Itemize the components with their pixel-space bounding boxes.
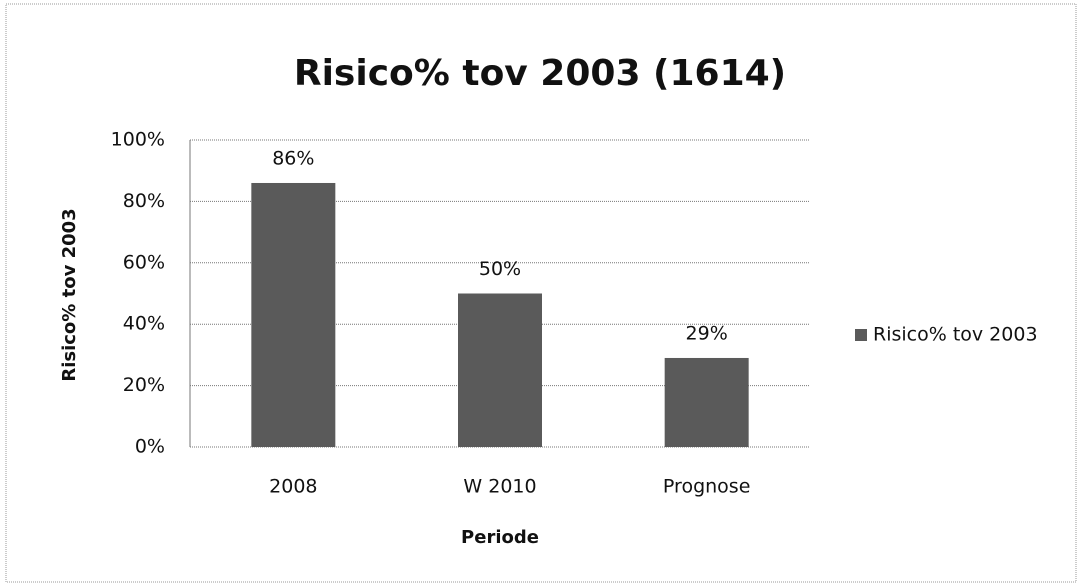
x-tick-label: 2008 xyxy=(269,476,317,498)
data-label: 29% xyxy=(686,322,728,344)
y-tick-label: 40% xyxy=(123,313,165,335)
bar xyxy=(458,293,542,447)
bar xyxy=(251,182,336,448)
x-axis-title: Periode xyxy=(461,527,539,548)
x-tick-label: Prognose xyxy=(663,476,750,498)
x-tick-label: W 2010 xyxy=(463,476,536,498)
data-label: 86% xyxy=(272,147,314,169)
legend-label: Risico% tov 2003 xyxy=(873,324,1038,346)
legend-swatch xyxy=(855,329,867,341)
y-tick-label: 100% xyxy=(111,129,165,151)
y-tick-label: 80% xyxy=(123,190,165,212)
y-axis-title: Risico% tov 2003 xyxy=(59,208,80,381)
y-tick-label: 0% xyxy=(135,436,165,458)
chart-frame xyxy=(5,3,1077,583)
y-tick-label: 60% xyxy=(123,251,165,273)
data-label: 50% xyxy=(479,258,521,280)
bar xyxy=(664,357,749,447)
y-tick-label: 20% xyxy=(123,374,165,396)
chart-title: Risico% tov 2003 (1614) xyxy=(294,53,786,94)
